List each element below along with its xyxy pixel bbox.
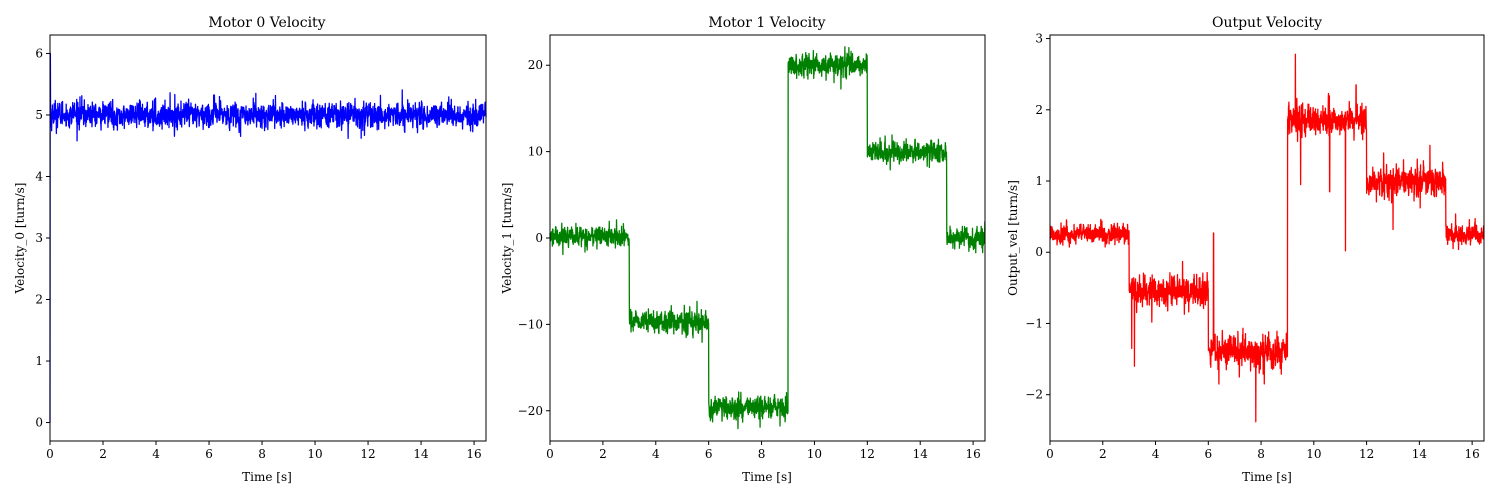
- motor-1-ylabel: Velocity_1 [turn/s]: [500, 183, 514, 295]
- y-tick-label: 3: [35, 231, 43, 245]
- x-tick-label: 6: [205, 447, 213, 461]
- motor-0-ylabel: Velocity_0 [turn/s]: [13, 183, 27, 295]
- y-tick-label: 4: [35, 169, 43, 183]
- x-tick-label: 4: [152, 447, 160, 461]
- x-tick-label: 4: [652, 447, 660, 461]
- motor-1-plot-frame: [549, 34, 986, 442]
- x-tick-label: 10: [807, 447, 822, 461]
- motor-1-ticks: 0 2 4 6 8 10 12 14 16 −20 −10 0 10 20: [518, 58, 981, 461]
- x-tick-label: 12: [860, 447, 875, 461]
- x-tick-label: 2: [99, 447, 107, 461]
- x-tick-label: 4: [1152, 447, 1160, 461]
- x-tick-label: 6: [1204, 447, 1212, 461]
- y-tick-label: −10: [518, 317, 543, 331]
- x-tick-label: 10: [1306, 447, 1321, 461]
- output-plot-frame: [1049, 34, 1485, 442]
- output-velocity-panel: Output Velocity Time [s] Output_vel [tur…: [1006, 15, 1485, 484]
- y-tick-label: 6: [35, 46, 43, 60]
- x-tick-label: 16: [1464, 447, 1479, 461]
- motor-1-velocity-panel: Motor 1 Velocity Time [s] Velocity_1 [tu…: [500, 15, 986, 484]
- output-series-line: [1049, 53, 1485, 423]
- x-tick-label: 2: [599, 447, 607, 461]
- y-tick-label: 10: [528, 145, 543, 159]
- y-tick-label: 2: [1035, 103, 1043, 117]
- motor-0-series-line: [49, 52, 487, 423]
- x-tick-label: 0: [546, 447, 554, 461]
- output-ylabel: Output_vel [turn/s]: [1006, 180, 1020, 296]
- y-tick-label: −20: [518, 404, 543, 418]
- y-tick-label: 1: [1035, 174, 1043, 188]
- output-xlabel: Time [s]: [1242, 470, 1292, 484]
- motor-0-title: Motor 0 Velocity: [208, 15, 325, 31]
- y-tick-label: 0: [35, 416, 43, 430]
- x-tick-label: 8: [758, 447, 766, 461]
- y-tick-label: 20: [528, 58, 543, 72]
- x-tick-label: 14: [913, 447, 929, 461]
- output-title: Output Velocity: [1212, 15, 1322, 31]
- y-tick-label: 5: [35, 108, 43, 122]
- motor-1-title: Motor 1 Velocity: [708, 15, 825, 31]
- x-tick-label: 0: [46, 447, 54, 461]
- x-tick-label: 16: [965, 447, 980, 461]
- motor-1-xlabel: Time [s]: [742, 470, 792, 484]
- x-tick-label: 14: [1412, 447, 1428, 461]
- motor-0-velocity-panel: Motor 0 Velocity Time [s] Velocity_0 [tu…: [13, 15, 487, 484]
- y-tick-label: −1: [1025, 316, 1043, 330]
- x-tick-label: 6: [705, 447, 713, 461]
- x-tick-label: 8: [258, 447, 266, 461]
- motor-1-series-line: [549, 46, 986, 430]
- x-tick-label: 0: [1046, 447, 1054, 461]
- x-tick-label: 8: [1257, 447, 1265, 461]
- x-tick-label: 12: [1359, 447, 1374, 461]
- x-tick-label: 12: [360, 447, 375, 461]
- x-tick-label: 16: [466, 447, 481, 461]
- x-tick-label: 10: [307, 447, 322, 461]
- y-tick-label: −2: [1025, 388, 1043, 402]
- motor-0-xlabel: Time [s]: [242, 470, 292, 484]
- y-tick-label: 3: [1035, 32, 1043, 46]
- y-tick-label: 0: [535, 231, 543, 245]
- x-tick-label: 14: [413, 447, 429, 461]
- motor-0-plot-frame: [49, 34, 487, 442]
- y-tick-label: 1: [35, 354, 43, 368]
- x-tick-label: 2: [1099, 447, 1107, 461]
- y-tick-label: 2: [35, 293, 43, 307]
- y-tick-label: 0: [1035, 245, 1043, 259]
